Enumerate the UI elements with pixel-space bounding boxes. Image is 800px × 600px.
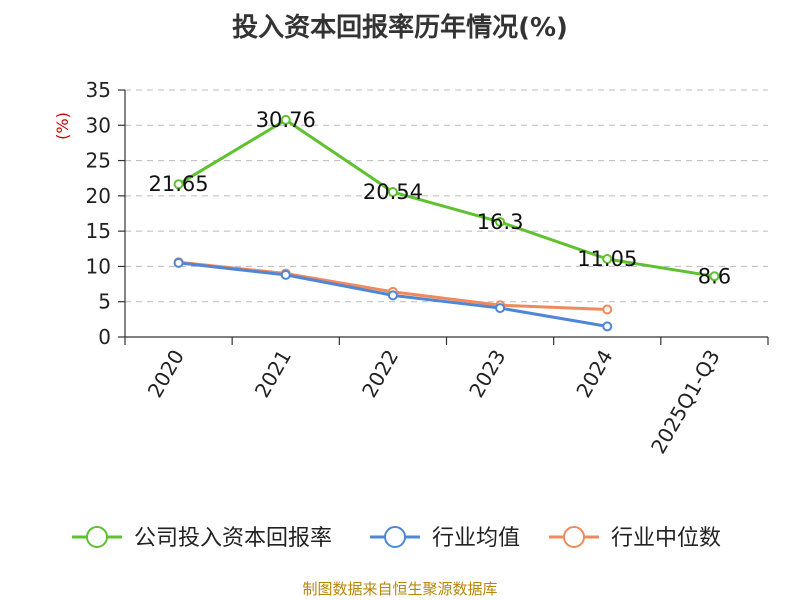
x-tick-label: 2020 xyxy=(143,346,189,402)
y-tick-label: 0 xyxy=(98,325,111,349)
data-point xyxy=(602,304,613,315)
y-axis-unit: (%) xyxy=(53,112,72,140)
chart-title: 投入资本回报率历年情况(%) xyxy=(232,12,568,43)
legend-swatch-marker xyxy=(86,526,108,548)
y-tick-labels: 0 5 10 15 20 25 30 35 xyxy=(86,78,111,349)
x-tick-label: 2022 xyxy=(357,346,403,402)
data-labels: 21.65 30.76 20.54 16.3 11.05 8.6 xyxy=(149,108,732,288)
y-tick-label: 25 xyxy=(86,149,111,173)
data-label: 20.54 xyxy=(363,180,423,204)
data-label: 30.76 xyxy=(256,108,316,132)
x-tick-label: 2021 xyxy=(250,346,296,402)
y-tick-label: 35 xyxy=(86,78,111,102)
axes xyxy=(118,89,769,345)
legend-swatch-marker xyxy=(563,526,585,548)
data-point xyxy=(709,271,720,282)
legend-label: 公司投入资本回报率 xyxy=(134,526,332,551)
data-point xyxy=(280,269,291,280)
data-point xyxy=(602,254,613,265)
data-point xyxy=(387,187,398,198)
y-tick-label: 10 xyxy=(86,254,111,278)
data-label: 11.05 xyxy=(577,247,637,271)
y-tick-label: 5 xyxy=(98,290,111,314)
data-point xyxy=(495,303,506,314)
data-label: 8.6 xyxy=(698,264,731,288)
legend-label: 行业均值 xyxy=(432,526,520,551)
data-point xyxy=(495,216,506,227)
source-note: 制图数据来自恒生聚源数据库 xyxy=(302,580,497,598)
data-label: 21.65 xyxy=(149,172,209,196)
data-point xyxy=(173,257,184,268)
series xyxy=(173,114,720,332)
legend-label: 行业中位数 xyxy=(611,526,721,551)
data-point xyxy=(602,321,613,332)
legend-swatch-marker xyxy=(384,526,406,548)
y-tick-label: 20 xyxy=(86,184,111,208)
data-point xyxy=(280,114,291,125)
data-point xyxy=(173,179,184,190)
x-tick-label: 2025Q1-Q3 xyxy=(646,346,725,458)
x-tick-label: 2024 xyxy=(571,346,617,402)
data-label: 16.3 xyxy=(477,210,524,234)
x-tick-label: 2023 xyxy=(464,346,510,402)
y-tick-label: 15 xyxy=(86,219,111,243)
y-tick-label: 30 xyxy=(86,113,111,137)
data-point xyxy=(387,290,398,301)
series-line xyxy=(177,118,715,278)
x-tick-labels: 2020 2021 2022 2023 2024 2025Q1-Q3 xyxy=(143,346,725,458)
legend: 公司投入资本回报率 行业均值 行业中位数 xyxy=(72,526,721,551)
